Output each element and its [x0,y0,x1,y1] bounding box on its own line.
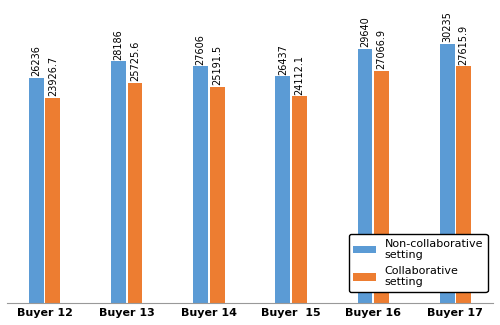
Bar [210,87,224,303]
Text: 24112.1: 24112.1 [294,55,304,95]
Text: 23926.7: 23926.7 [48,56,58,96]
Bar [29,78,44,303]
Bar [358,49,372,303]
Bar [46,98,60,303]
Text: 28186: 28186 [114,29,124,60]
Text: 27606: 27606 [196,34,205,65]
Text: 27066.9: 27066.9 [376,29,386,69]
Bar [128,83,142,303]
Bar [111,61,126,303]
Bar [292,97,306,303]
Text: 29640: 29640 [360,17,370,47]
Bar [456,66,471,303]
Text: 26437: 26437 [278,44,288,75]
Bar [276,76,290,303]
Bar [440,44,454,303]
Text: 25191.5: 25191.5 [212,45,222,85]
Legend: Non-collaborative
setting, Collaborative
setting: Non-collaborative setting, Collaborative… [349,234,488,292]
Bar [374,71,389,303]
Text: 26236: 26236 [32,46,42,76]
Text: 30235: 30235 [442,11,452,42]
Bar [194,66,208,303]
Text: 27615.9: 27615.9 [458,24,468,65]
Text: 25725.6: 25725.6 [130,40,140,81]
